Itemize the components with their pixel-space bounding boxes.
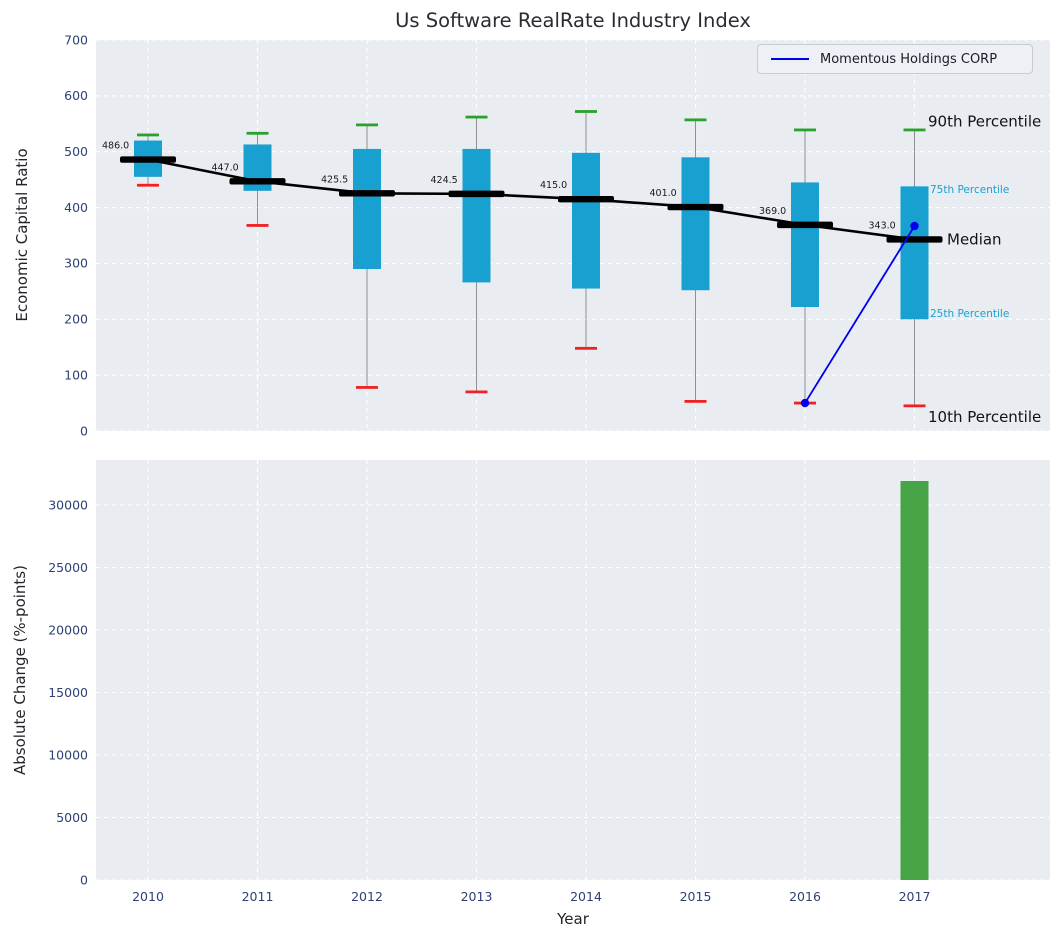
x-tick-2012: 2012	[351, 889, 383, 904]
iqr-box-2016	[791, 182, 819, 307]
bottom-y-tick-5000: 5000	[56, 810, 88, 825]
annotation-75th-percentile: 75th Percentile	[930, 184, 1009, 196]
median-marker-2012	[339, 190, 395, 196]
x-tick-2016: 2016	[789, 889, 821, 904]
median-value-label-2010: 486.0	[102, 141, 129, 152]
legend: Momentous Holdings CORP	[757, 44, 1033, 74]
annotation-90th-percentile: 90th Percentile	[928, 112, 1041, 130]
top-y-tick-300: 300	[64, 256, 88, 271]
bottom-y-axis-label: Absolute Change (%-points)	[11, 565, 29, 775]
median-value-label-2011: 447.0	[212, 162, 239, 173]
p90-cap-2013	[466, 116, 488, 119]
top-y-tick-200: 200	[64, 312, 88, 327]
p10-cap-2014	[575, 347, 597, 350]
x-tick-2011: 2011	[242, 889, 274, 904]
x-tick-2015: 2015	[680, 889, 712, 904]
bottom-y-tick-25000: 25000	[48, 560, 88, 575]
p10-cap-2013	[466, 391, 488, 394]
iqr-box-2012	[353, 149, 381, 269]
median-value-label-2017: 343.0	[869, 220, 896, 231]
median-marker-2010	[120, 156, 176, 162]
top-y-tick-0: 0	[80, 423, 88, 438]
median-value-label-2016: 369.0	[759, 206, 786, 217]
x-tick-2017: 2017	[899, 889, 931, 904]
p90-cap-2014	[575, 110, 597, 113]
p10-cap-2012	[356, 386, 378, 389]
company-point-2017	[910, 222, 918, 230]
bottom-y-tick-10000: 10000	[48, 747, 88, 762]
p10-cap-2015	[685, 400, 707, 403]
top-y-tick-700: 700	[64, 32, 88, 47]
p10-cap-2010	[137, 184, 159, 187]
top-y-tick-100: 100	[64, 367, 88, 382]
abs-change-bar-2017	[901, 481, 929, 880]
chart-canvas: 486.0 447.0 425.5 424.5 415.0 401.0 369.0 343.0…	[0, 0, 1064, 942]
annotation-median: Median	[947, 230, 1002, 248]
chart-title: Us Software RealRate Industry Index	[96, 9, 1050, 32]
median-marker-2014	[558, 196, 614, 202]
x-tick-2014: 2014	[570, 889, 602, 904]
median-value-label-2013: 424.5	[431, 175, 458, 186]
annotation-10th-percentile: 10th Percentile	[928, 408, 1041, 426]
p90-cap-2012	[356, 124, 378, 127]
x-tick-2013: 2013	[461, 889, 493, 904]
median-value-label-2014: 415.0	[540, 180, 567, 191]
figure: 486.0 447.0 425.5 424.5 415.0 401.0 369.0 343.0…	[0, 0, 1064, 942]
top-y-tick-600: 600	[64, 88, 88, 103]
legend-line-sample-icon	[771, 58, 809, 60]
p90-cap-2010	[137, 134, 159, 137]
company-point-2016	[801, 399, 809, 407]
legend-entry-label: Momentous Holdings CORP	[820, 52, 997, 67]
p10-cap-2011	[247, 224, 269, 227]
median-marker-2011	[230, 178, 286, 184]
median-value-label-2012: 425.5	[321, 174, 348, 185]
iqr-box-2017	[901, 186, 929, 319]
iqr-box-2014	[572, 153, 600, 289]
median-value-label-2015: 401.0	[650, 188, 677, 199]
p90-cap-2017	[904, 129, 926, 132]
p10-cap-2017	[904, 404, 926, 407]
median-marker-2013	[449, 191, 505, 197]
p90-cap-2015	[685, 118, 707, 121]
median-marker-2016	[777, 222, 833, 228]
annotation-25th-percentile: 25th Percentile	[930, 308, 1009, 320]
bottom-y-tick-20000: 20000	[48, 622, 88, 637]
top-y-tick-400: 400	[64, 200, 88, 215]
bottom-y-tick-0: 0	[80, 872, 88, 887]
top-y-axis-label: Economic Capital Ratio	[13, 148, 31, 321]
median-marker-2015	[668, 204, 724, 210]
iqr-box-2015	[682, 157, 710, 290]
p90-cap-2016	[794, 129, 816, 132]
x-tick-2010: 2010	[132, 889, 164, 904]
iqr-box-2013	[463, 149, 491, 282]
p90-cap-2011	[247, 132, 269, 135]
median-marker-2017	[887, 236, 943, 242]
bottom-y-tick-15000: 15000	[48, 685, 88, 700]
top-y-tick-500: 500	[64, 144, 88, 159]
x-axis-label: Year	[96, 910, 1050, 928]
bottom-y-tick-30000: 30000	[48, 497, 88, 512]
